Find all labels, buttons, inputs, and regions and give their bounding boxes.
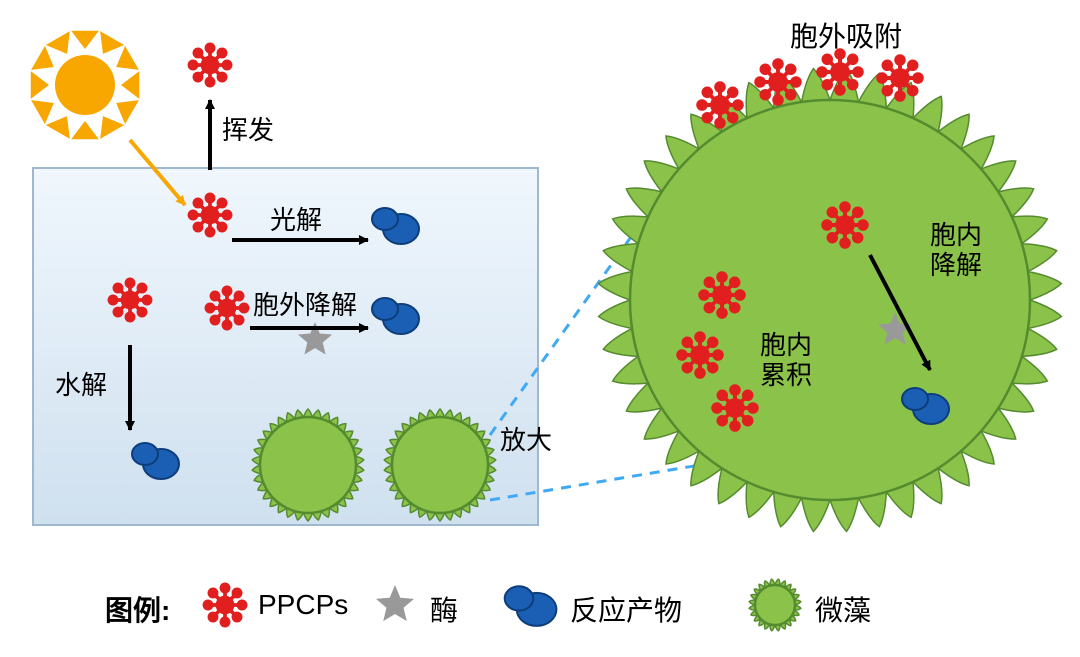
legend-label-product: 反应产物 (570, 589, 682, 629)
legend-enzyme (376, 585, 414, 621)
legend-ppcp (203, 583, 248, 628)
ppcp-icon (696, 81, 744, 129)
diagram-svg (0, 0, 1080, 652)
magnify-label: 放大 (500, 420, 552, 457)
ppcp-icon (876, 54, 924, 102)
ppcp-icon (821, 201, 869, 249)
intracellular-accumulation-label: 胞内 累积 (760, 330, 812, 390)
ppcp-icon (188, 193, 233, 238)
legend-label-enzyme: 酶 (430, 589, 458, 629)
enzyme-icon (376, 585, 414, 621)
algae-icon (599, 69, 1062, 532)
ppcp-icon (188, 43, 233, 88)
photolysis-label: 光解 (270, 200, 322, 237)
extracellular-adsorption-label: 胞外吸附 (790, 15, 902, 55)
sun-icon (31, 31, 140, 140)
extracellular-degradation-label: 胞外降解 (253, 285, 357, 322)
legend-label-ppcp: PPCPs (258, 589, 348, 621)
ppcp-icon (203, 583, 248, 628)
ppcp-icon (676, 331, 724, 379)
algae-icon (749, 579, 801, 631)
intracellular-degradation-label: 胞内 降解 (930, 220, 982, 280)
ppcp-icon (108, 278, 153, 323)
ppcp-icon (754, 58, 802, 106)
ppcp-icon (816, 48, 864, 96)
legend-title: 图例: (105, 589, 170, 629)
legend-label-algae: 微藻 (815, 589, 871, 629)
ppcp-icon (205, 286, 250, 331)
legend-algae (749, 579, 801, 631)
volatilization-label: 挥发 (222, 110, 274, 147)
hydrolysis-label: 水解 (55, 365, 107, 402)
product-icon (505, 586, 557, 626)
ppcp-icon (698, 271, 746, 319)
ppcp-icon (711, 384, 759, 432)
legend-product (505, 586, 557, 626)
